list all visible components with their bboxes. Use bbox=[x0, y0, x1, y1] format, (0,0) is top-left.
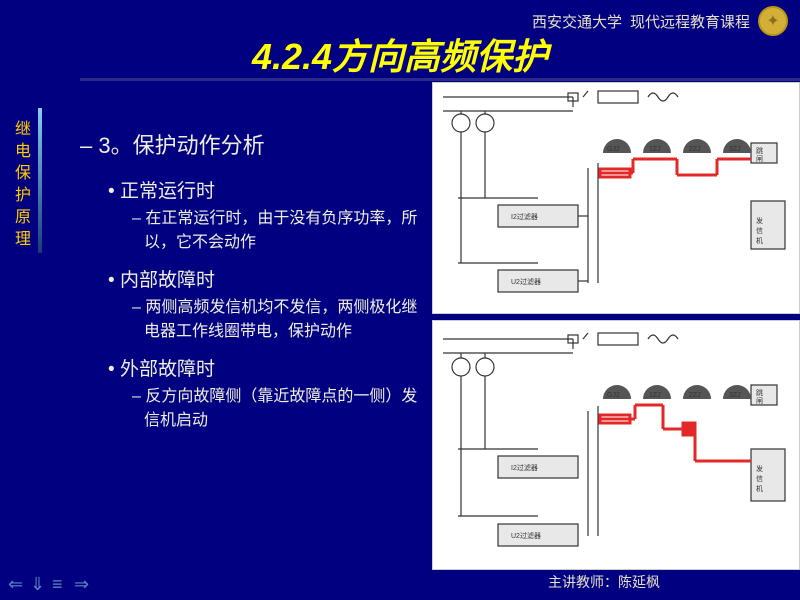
svg-text:发: 发 bbox=[756, 216, 763, 225]
svg-text:GJ2: GJ2 bbox=[607, 392, 620, 399]
svg-text:闸: 闸 bbox=[756, 155, 763, 163]
svg-text:1ZJ: 1ZJ bbox=[649, 146, 661, 153]
svg-text:信: 信 bbox=[756, 474, 763, 483]
nav-prev-icon[interactable]: ⇐ bbox=[8, 576, 24, 592]
svg-text:I2过滤器: I2过滤器 bbox=[511, 463, 538, 472]
content-heading: – 3。保护动作分析 bbox=[80, 128, 420, 160]
svg-text:机: 机 bbox=[756, 236, 763, 245]
teacher-label: 主讲教师： bbox=[548, 574, 618, 590]
title-underline bbox=[80, 78, 800, 81]
section-1-detail: 在正常运行时，由于没有负序功率，所以，它不会动作 bbox=[144, 207, 420, 255]
section-3-label: 外部故障时 bbox=[108, 354, 420, 381]
section-3-detail: 反方向故障侧（靠近故障点的一侧）发信机启动 bbox=[144, 385, 420, 433]
svg-text:2ZJ: 2ZJ bbox=[689, 392, 701, 399]
svg-text:发: 发 bbox=[756, 464, 763, 473]
svg-text:闸: 闸 bbox=[756, 397, 763, 405]
svg-text:机: 机 bbox=[756, 484, 763, 493]
course-name-vertical: 继电保护原理 bbox=[8, 120, 32, 252]
slide-title: 4.2.4方向高频保护 bbox=[0, 28, 800, 80]
nav-menu-icon[interactable]: ≡ bbox=[52, 576, 68, 592]
svg-text:1ZJ: 1ZJ bbox=[649, 392, 661, 399]
footer-teacher: 主讲教师：陈延枫 bbox=[548, 572, 660, 592]
svg-text:3ZJ: 3ZJ bbox=[729, 146, 741, 153]
section-2-detail: 两侧高频发信机均不发信，两侧极化继电器工作线圈带电，保护动作 bbox=[144, 296, 420, 344]
svg-text:跳: 跳 bbox=[756, 388, 763, 397]
svg-text:跳: 跳 bbox=[756, 146, 763, 155]
svg-text:I2过滤器: I2过滤器 bbox=[511, 212, 538, 221]
teacher-name: 陈延枫 bbox=[618, 574, 660, 590]
svg-text:信: 信 bbox=[756, 226, 763, 235]
section-1-label: 正常运行时 bbox=[108, 176, 420, 203]
svg-text:U2过滤器: U2过滤器 bbox=[511, 531, 541, 540]
nav-controls: ⇐ ⇓ ≡ ⇒ bbox=[8, 576, 90, 592]
side-accent-line bbox=[38, 108, 42, 253]
svg-text:3ZJ: 3ZJ bbox=[729, 392, 741, 399]
svg-text:2ZJ: 2ZJ bbox=[689, 146, 701, 153]
circuit-diagram-bottom: GJ2 1ZJ 2ZJ 3ZJ I2过滤器 U2过滤器 跳闸 发信机 bbox=[432, 320, 800, 570]
nav-next-icon[interactable]: ⇒ bbox=[74, 576, 90, 592]
svg-text:GJ2: GJ2 bbox=[607, 146, 620, 153]
circuit-diagram-top: GJ2 1ZJ 2ZJ 3ZJ I2过滤器 U2过滤器 跳闸 发信机 bbox=[432, 82, 800, 314]
nav-down-icon[interactable]: ⇓ bbox=[30, 576, 46, 592]
slide-content: – 3。保护动作分析 正常运行时 在正常运行时，由于没有负序功率，所以，它不会动… bbox=[80, 128, 420, 437]
section-2-label: 内部故障时 bbox=[108, 265, 420, 292]
svg-text:U2过滤器: U2过滤器 bbox=[511, 277, 541, 286]
